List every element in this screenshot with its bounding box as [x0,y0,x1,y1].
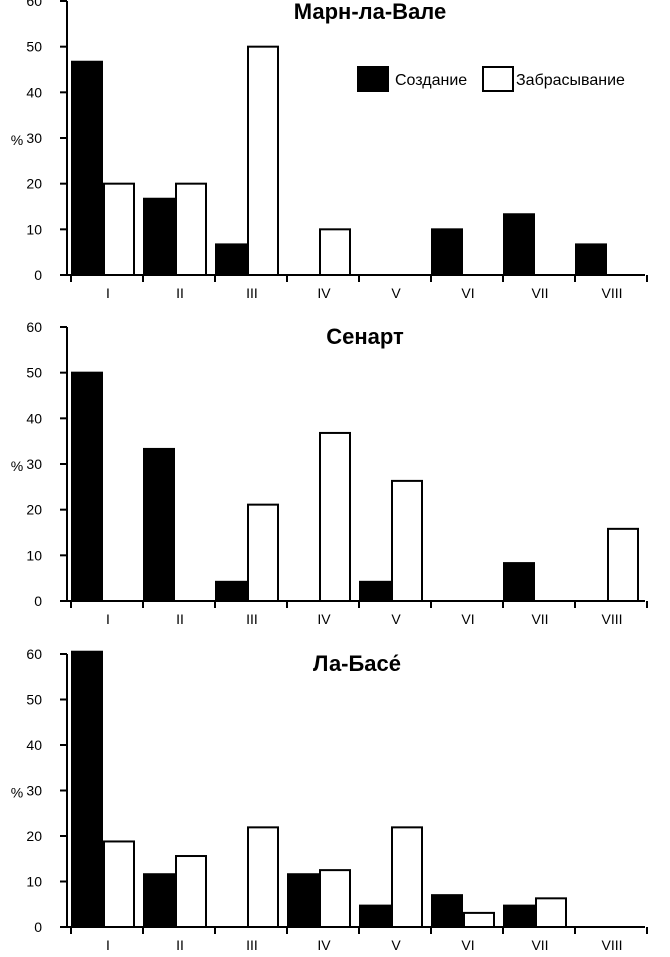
x-tick-label-II: II [176,611,184,627]
bar-sozdanie-VI [431,228,463,276]
bar-zabrasyvanie-VI [463,911,495,929]
bar-sozdanie-II [143,447,175,602]
bar-zabrasyvanie-V [391,826,423,928]
y-tick-label: 0 [34,593,42,609]
y-tick-label: 10 [26,547,42,563]
x-tick-label-VII: VII [531,285,548,301]
y-tick-label: 10 [26,221,42,237]
bar-zabrasyvanie-III [247,503,279,603]
x-tick-label-I: I [106,937,110,953]
legend-label-sozdanie: Создание [395,72,467,89]
y-tick-label: 20 [26,828,42,844]
bar-sozdanie-I [71,371,103,602]
bar-sozdanie-VI [431,894,463,929]
chart-title: Ла-Басе́ [313,651,401,676]
x-tick-label-VI: VI [461,285,474,301]
x-tick-label-VIII: VIII [601,285,622,301]
bar-zabrasyvanie-VII [535,897,567,929]
x-tick-label-IV: IV [317,937,331,953]
legend-swatch-zabrasyvanie [482,66,514,92]
bar-zabrasyvanie-I [103,182,135,277]
bar-zabrasyvanie-IV [319,431,351,602]
y-tick-label: 50 [26,365,42,381]
x-tick-label-VI: VI [461,611,474,627]
y-tick-label: 50 [26,39,42,55]
bar-sozdanie-I [71,650,103,928]
y-axis-label: % [11,132,23,148]
bar-zabrasyvanie-I [103,840,135,929]
chart-legend: Создание Забрасывание [357,66,625,92]
bar-sozdanie-VIII [575,243,607,277]
x-tick-label-IV: IV [317,285,331,301]
bar-zabrasyvanie-V [391,479,423,602]
x-tick-label-I: I [106,611,110,627]
x-tick-label-II: II [176,285,184,301]
chart-title: Марн-ла-Вале [294,0,446,24]
x-tick-label-VII: VII [531,937,548,953]
x-tick-label-V: V [391,285,401,301]
x-tick-label-VI: VI [461,937,474,953]
y-tick-label: 60 [26,646,42,662]
x-tick-label-III: III [246,285,258,301]
bar-zabrasyvanie-II [175,855,207,929]
x-tick-label-V: V [391,937,401,953]
y-tick-label: 20 [26,176,42,192]
y-tick-label: 30 [26,130,42,146]
y-tick-label: 40 [26,84,42,100]
x-tick-label-V: V [391,611,401,627]
bar-zabrasyvanie-III [247,826,279,928]
x-tick-label-II: II [176,937,184,953]
bar-sozdanie-VII [503,904,535,928]
y-tick-label: 50 [26,692,42,708]
x-tick-label-IV: IV [317,611,331,627]
y-tick-label: 60 [26,319,42,335]
bar-sozdanie-V [359,904,391,928]
bar-sozdanie-III [215,580,247,603]
chart-title: Сенарт [326,324,404,349]
y-tick-label: 0 [34,267,42,283]
x-tick-label-VII: VII [531,611,548,627]
bar-sozdanie-VII [503,213,535,277]
y-tick-label: 10 [26,874,42,890]
y-tick-label: 30 [26,456,42,472]
bar-sozdanie-I [71,60,103,277]
bar-sozdanie-VII [503,562,535,603]
bar-zabrasyvanie-II [175,182,207,277]
bar-sozdanie-III [215,243,247,277]
y-tick-label: 20 [26,502,42,518]
y-tick-label: 40 [26,410,42,426]
y-tick-label: 30 [26,783,42,799]
bar-zabrasyvanie-III [247,45,279,276]
legend-swatch-sozdanie [357,66,389,92]
x-tick-label-III: III [246,611,258,627]
y-axis-label: % [11,785,23,801]
y-tick-label: 60 [26,0,42,9]
bar-sozdanie-IV [287,873,319,928]
x-tick-label-VIII: VIII [601,611,622,627]
legend-label-zabrasyvanie: Забрасывание [516,72,625,89]
x-tick-label-VIII: VIII [601,937,622,953]
bar-sozdanie-II [143,197,175,276]
y-axis-label: % [11,458,23,474]
bar-zabrasyvanie-VIII [607,527,639,603]
bar-zabrasyvanie-IV [319,869,351,928]
y-tick-label: 40 [26,737,42,753]
x-tick-label-I: I [106,285,110,301]
bar-sozdanie-V [359,580,391,603]
x-tick-label-III: III [246,937,258,953]
bar-zabrasyvanie-IV [319,228,351,276]
bar-sozdanie-II [143,873,175,928]
y-tick-label: 0 [34,919,42,935]
